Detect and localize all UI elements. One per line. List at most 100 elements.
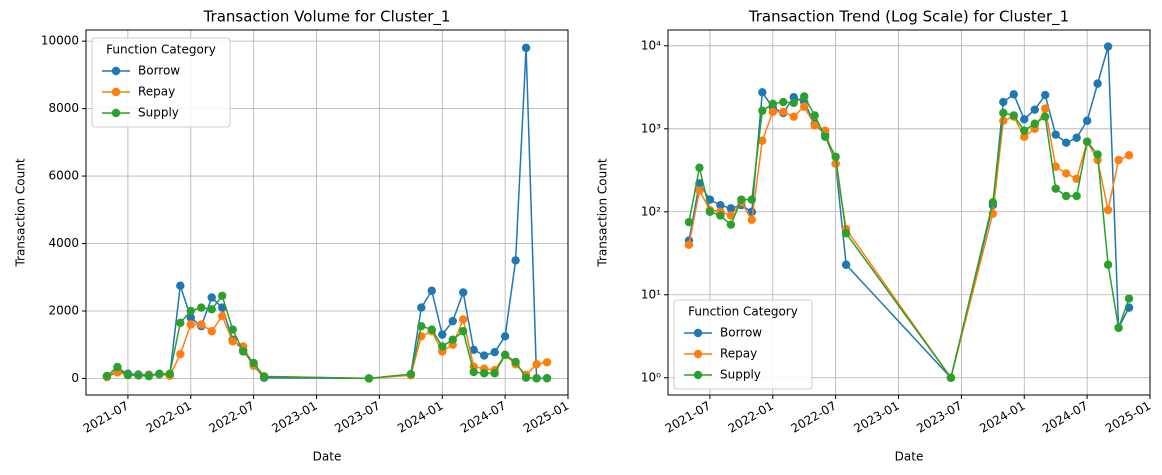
data-point (1103, 260, 1113, 269)
data-point (999, 97, 1008, 107)
data-point (511, 256, 520, 265)
data-point (218, 303, 227, 312)
legend-title: Function Category (106, 43, 216, 57)
data-point (1030, 119, 1039, 128)
legend-label: Supply (138, 106, 179, 120)
data-point (988, 198, 998, 207)
x-tick-label: 2024-07 (1040, 399, 1090, 436)
data-point (1041, 90, 1050, 100)
data-point (768, 107, 777, 117)
plot-frame (667, 29, 1151, 396)
data-point (1082, 137, 1092, 146)
data-point (1072, 133, 1081, 142)
data-point (1124, 151, 1134, 160)
data-point (176, 318, 185, 328)
data-point (197, 303, 206, 312)
data-point (134, 371, 143, 380)
data-point (1051, 130, 1060, 139)
data-point (1051, 184, 1060, 193)
data-point (417, 321, 426, 331)
data-point (747, 195, 757, 204)
data-point (768, 99, 777, 109)
data-point (438, 330, 447, 339)
data-point (1082, 116, 1092, 125)
x-tick-label: 2024-01 (395, 399, 445, 436)
data-point (705, 207, 715, 216)
legend-marker (693, 328, 703, 338)
legend-marker (111, 108, 121, 118)
plot-frame (85, 29, 569, 396)
data-point (716, 211, 725, 220)
x-axis-label: Date (895, 450, 924, 464)
data-point (427, 286, 436, 295)
data-point (186, 306, 195, 316)
y-tick-label: 2000 (48, 304, 79, 318)
data-point (238, 347, 248, 356)
data-point (259, 372, 269, 381)
data-point (490, 369, 499, 378)
data-point (1093, 79, 1102, 88)
data-point (1030, 105, 1039, 114)
data-point (218, 291, 227, 301)
legend: Function Category Borrow Repay Supply (91, 37, 231, 128)
data-point (500, 350, 510, 360)
data-point (737, 195, 746, 204)
legend-marker (693, 370, 703, 380)
y-tick-label: 10⁴ (641, 38, 661, 52)
legend-box (91, 37, 231, 128)
data-point (684, 217, 694, 227)
data-point (1103, 42, 1113, 51)
y-tick-label: 10000 (41, 34, 79, 48)
legend-marker (693, 349, 703, 359)
data-point (532, 374, 541, 383)
legend: Function Category Borrow Repay Supply (673, 299, 813, 390)
x-tick-label: 2025-01 (521, 399, 571, 436)
data-point (726, 211, 736, 220)
chart-title: Transaction Volume for Cluster_1 (203, 8, 451, 27)
data-point (1020, 115, 1029, 124)
data-point (521, 43, 531, 53)
legend-marker (111, 87, 121, 97)
legend-label: Repay (138, 85, 175, 99)
legend-label: Supply (720, 368, 761, 382)
data-point (469, 345, 478, 354)
data-point (469, 367, 478, 377)
data-point (789, 98, 798, 108)
data-point (684, 240, 694, 250)
data-point (1020, 126, 1029, 135)
x-tick-label: 2021-07 (81, 399, 131, 436)
data-point (758, 106, 767, 115)
y-tick-label: 4000 (48, 236, 79, 250)
y-axis-label: Transaction Count (14, 158, 28, 267)
data-point (249, 358, 258, 368)
data-point (102, 371, 112, 381)
data-point (207, 305, 216, 314)
data-point (186, 320, 195, 329)
y-tick-label: 10³ (641, 121, 661, 135)
data-point (726, 204, 736, 213)
data-point (144, 371, 154, 381)
data-point (511, 357, 520, 367)
data-point (758, 136, 767, 145)
y-tick-label: 10⁰ (641, 370, 661, 384)
x-tick-label: 2023-07 (914, 399, 964, 436)
data-point (207, 293, 216, 302)
x-tick-label: 2025-01 (1103, 399, 1153, 436)
data-point (841, 260, 851, 269)
data-point (800, 102, 809, 111)
data-point (716, 201, 725, 210)
data-point (448, 316, 457, 326)
x-tick-label: 2022-07 (788, 399, 838, 436)
data-point (1124, 294, 1134, 303)
y-tick-label: 8000 (48, 101, 79, 115)
legend-label: Borrow (720, 326, 762, 340)
data-point (459, 288, 468, 297)
data-point (810, 111, 819, 120)
data-point (747, 207, 757, 216)
data-point (779, 107, 788, 117)
data-point (500, 332, 510, 341)
data-point (946, 373, 956, 382)
data-point (789, 112, 798, 121)
data-point (695, 163, 704, 172)
